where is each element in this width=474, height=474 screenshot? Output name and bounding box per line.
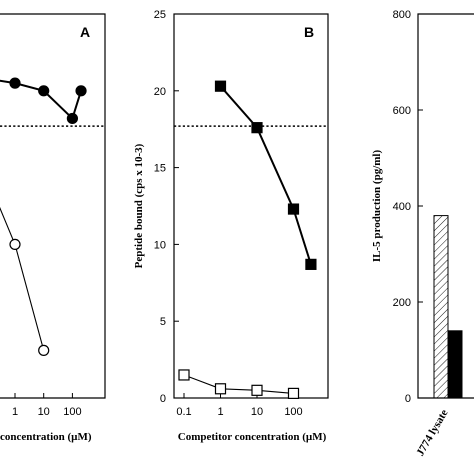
panel-b-open-square-point	[214, 383, 227, 395]
panel-a-x-axis-label: concentration (µM)	[0, 431, 92, 443]
panel-a-open-circle-point	[38, 344, 50, 356]
panel-a-filled-circle-point	[9, 77, 21, 89]
panel-b-y-tick-label: 10	[154, 239, 166, 251]
panel-a-letter: A	[80, 24, 90, 40]
panel-b-filled-square-point	[251, 122, 263, 134]
panel-c-y-tick-label: 0	[405, 393, 411, 405]
panel-a-filled-circle-point	[66, 112, 79, 125]
panel-b-letter: B	[304, 24, 314, 40]
panel-a-x-tick-label: 1	[12, 406, 18, 418]
panel-b-open-square-point	[251, 384, 263, 396]
panel-a-filled-circle-point	[75, 85, 87, 97]
panel-a-x-tick-label: 10	[38, 406, 50, 418]
panel-b-filled-square-point	[287, 203, 300, 215]
panel-b-y-tick-label: 20	[154, 86, 166, 98]
panel-b-y-tick-label: 25	[154, 9, 166, 21]
panel-a-filled-circle-point	[38, 85, 50, 97]
panel-a-frame	[0, 13, 106, 399]
panel-c-y-axis-label: IL-5 production (pg/ml)	[371, 150, 383, 263]
panel-b-frame	[173, 13, 329, 399]
panel-c-category-label: J774 lysate	[414, 407, 450, 458]
panel-b-x-axis-label: Competitor concentration (µM)	[178, 431, 327, 443]
panel-a-x-tick-label: 100	[63, 406, 81, 418]
panel-b-open-square-point	[178, 369, 190, 381]
panel-b-x-tick-label: 100	[284, 406, 302, 418]
panel-b: B 0 5 10 15 20 25 0.1 1 10 100 Peptide bound (cp…	[133, 9, 329, 443]
panel-b-filled-square-point	[214, 80, 227, 92]
panel-c-bar-hatched	[433, 215, 449, 399]
panel-c-y-tick-label: 600	[393, 105, 411, 117]
panel-a-series-open-circle-line	[0, 206, 45, 351]
panel-b-open-square-point	[287, 387, 300, 399]
panel-b-series-filled-square-line	[219, 85, 312, 265]
panel-b-filled-square-point	[305, 258, 317, 270]
panel-c-bar-solid-black	[447, 330, 463, 399]
panel-b-series-open-square-line	[183, 374, 294, 394]
panel-c: 0 200 400 600 800 IL-5 production (pg/ml) J7…	[371, 9, 474, 458]
panel-b-x-tick-label: 10	[251, 406, 263, 418]
panel-a-open-circle-point	[9, 238, 21, 250]
panel-b-y-axis-label: Peptide bound (cps x 10-3)	[133, 143, 145, 268]
panel-b-y-tick-label: 0	[160, 393, 166, 405]
panel-b-x-tick-label: 0.1	[176, 406, 191, 418]
panel-c-y-tick-label: 800	[393, 9, 411, 21]
panel-c-y-tick-label: 200	[393, 297, 411, 309]
panel-c-y-tick-label: 400	[393, 201, 411, 213]
panel-b-x-tick-label: 1	[217, 406, 223, 418]
panel-b-y-tick-label: 15	[154, 163, 166, 175]
panel-b-y-tick-label: 5	[160, 316, 166, 328]
panel-a: A 1 10 100 concentration (µM)	[0, 13, 106, 443]
